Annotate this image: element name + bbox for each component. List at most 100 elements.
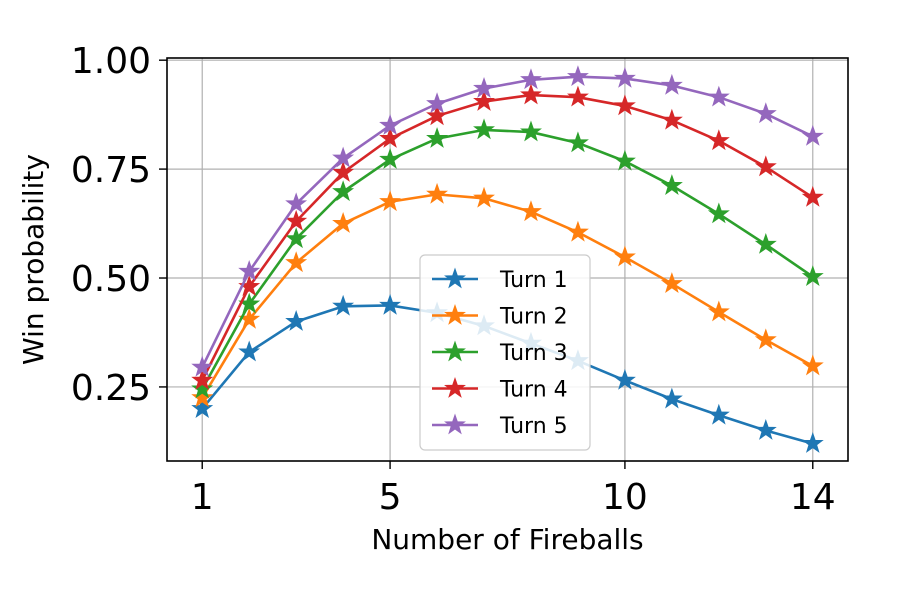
data-point-star — [332, 146, 355, 168]
data-point-star — [332, 212, 355, 233]
y-tick-label: 1.00 — [71, 41, 151, 82]
data-point-star — [660, 73, 683, 95]
legend-box — [419, 254, 591, 451]
data-point-star — [379, 190, 402, 212]
data-point-star — [473, 76, 495, 98]
y-axis-label: Win probability — [17, 154, 50, 365]
data-point-star — [613, 368, 636, 390]
legend-star-icon — [444, 413, 466, 435]
data-point-star — [707, 202, 730, 224]
data-point-star — [285, 192, 308, 214]
data-point-star — [285, 209, 308, 231]
data-point-star — [426, 127, 449, 148]
data-point-star — [801, 185, 824, 207]
data-point-star — [566, 65, 589, 87]
y-tick-label: 0.50 — [71, 259, 151, 300]
data-point-star — [332, 294, 355, 316]
legend-item: Turn 3 — [432, 340, 568, 366]
data-point-star — [613, 94, 636, 116]
data-point-star — [801, 432, 824, 453]
data-point-star — [613, 149, 636, 171]
data-point-star — [801, 354, 824, 376]
series-turn-2 — [191, 182, 824, 408]
legend-label: Turn 2 — [499, 305, 568, 330]
data-point-star — [285, 310, 308, 331]
data-point-star — [754, 155, 777, 177]
data-point-star — [520, 68, 542, 90]
data-point-star — [801, 265, 824, 287]
series-turn-5 — [191, 65, 824, 377]
data-point-star — [660, 387, 683, 409]
x-tick-label: 10 — [602, 477, 648, 518]
series-line — [201, 193, 814, 399]
legend-star-icon — [444, 303, 466, 325]
data-point-star — [238, 259, 261, 281]
data-point-star — [754, 328, 777, 350]
data-point-star — [473, 118, 495, 140]
data-point-star — [332, 161, 355, 182]
data-point-star — [660, 272, 683, 294]
data-point-star — [332, 180, 355, 202]
data-point-star — [707, 129, 730, 151]
data-point-star — [191, 355, 214, 377]
series-line — [201, 128, 814, 390]
data-point-star — [520, 120, 542, 142]
data-point-star — [566, 131, 589, 153]
data-point-star — [520, 200, 542, 222]
legend-star-icon — [444, 267, 466, 289]
data-point-star — [613, 245, 636, 267]
data-point-star — [613, 66, 636, 88]
data-point-star — [473, 186, 495, 208]
x-tick-label: 14 — [790, 477, 836, 518]
data-point-star — [707, 403, 730, 425]
y-tick-label: 0.25 — [71, 368, 151, 409]
legend-item: Turn 1 — [432, 267, 568, 293]
x-tick-label: 5 — [379, 477, 402, 518]
data-point-star — [707, 85, 730, 107]
legend-label: Turn 4 — [499, 378, 568, 403]
data-point-star — [426, 104, 449, 126]
data-point-star — [285, 251, 308, 273]
data-point-star — [754, 102, 777, 124]
axis-ticks: 1 5 10 14 0.25 0.50 0.75 1.00 — [71, 41, 836, 518]
legend-item: Turn 2 — [432, 303, 568, 330]
data-point-star — [379, 127, 402, 148]
data-point-star — [660, 108, 683, 130]
data-point-star — [238, 340, 261, 362]
legend-star-icon — [444, 376, 466, 398]
data-point-star — [754, 418, 777, 440]
data-point-star — [191, 368, 214, 390]
data-point-star — [191, 386, 214, 408]
data-point-star — [801, 124, 824, 146]
data-point-star — [426, 182, 449, 204]
plot-frame — [166, 57, 849, 462]
y-tick-label: 0.75 — [71, 150, 151, 191]
data-point-star — [520, 83, 542, 105]
legend-item: Turn 4 — [432, 376, 568, 403]
legend-label: Turn 5 — [499, 414, 568, 439]
data-point-star — [285, 227, 308, 249]
legend-label: Turn 3 — [499, 341, 568, 366]
series-turn-4 — [191, 83, 824, 390]
data-point-star — [426, 92, 449, 114]
data-point-star — [754, 232, 777, 254]
data-point-star — [191, 397, 214, 419]
data-point-star — [660, 174, 683, 195]
legend: Turn 1 Turn 2 Turn 3 Turn 4 Turn 5 — [419, 254, 591, 451]
legend-label: Turn 1 — [499, 268, 568, 293]
data-point-star — [473, 90, 495, 111]
legend-item: Turn 5 — [432, 413, 568, 439]
series-turn-3 — [191, 118, 824, 399]
x-tick-label: 1 — [191, 477, 214, 518]
legend-star-icon — [444, 340, 466, 362]
data-point-star — [191, 377, 214, 399]
data-point-star — [379, 293, 402, 315]
data-point-star — [566, 220, 589, 242]
data-point-star — [566, 85, 589, 107]
data-point-star — [379, 114, 402, 135]
data-point-star — [707, 300, 730, 322]
x-axis-label: Number of Fireballs — [371, 523, 643, 556]
data-point-star — [379, 147, 402, 169]
